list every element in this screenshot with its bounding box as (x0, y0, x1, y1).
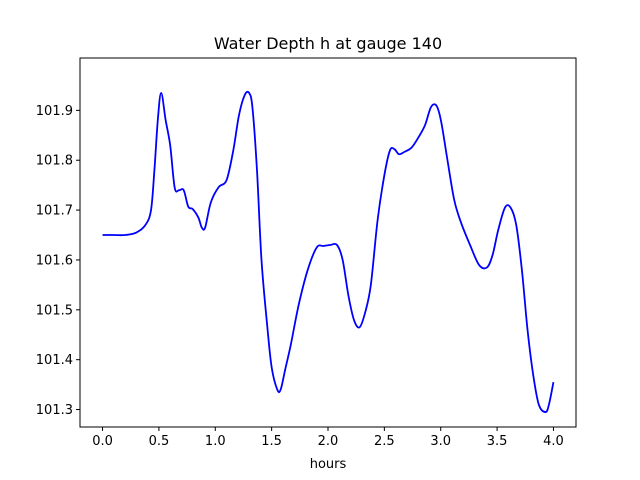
y-tick-label: 101.7 (36, 204, 73, 219)
x-axis: 0.0 0.5 1.0 1.5 2.0 2.5 3.0 3.5 4.0 (92, 427, 564, 449)
chart-title: Water Depth h at gauge 140 (214, 34, 442, 53)
x-tick-label: 3.0 (430, 434, 451, 449)
y-tick-label: 101.6 (36, 253, 73, 268)
x-axis-label: hours (310, 457, 347, 472)
y-tick-label: 101.5 (36, 303, 73, 318)
plot-area (102, 90, 555, 413)
plot-frame (79, 57, 577, 428)
x-tick-label: 2.0 (318, 434, 339, 449)
y-tick-label: 101.4 (36, 353, 73, 368)
x-tick-label: 0.5 (149, 434, 170, 449)
x-tick-label: 2.5 (374, 434, 395, 449)
x-tick-label: 1.0 (205, 434, 226, 449)
series-line-0 (102, 90, 555, 413)
y-tick-label: 101.3 (36, 403, 73, 418)
x-tick-label: 0.0 (92, 434, 113, 449)
y-tick-label: 101.9 (36, 104, 73, 119)
x-tick-label: 1.5 (261, 434, 282, 449)
x-tick-label: 3.5 (487, 434, 508, 449)
y-tick-label: 101.8 (36, 154, 73, 169)
x-tick-label: 4.0 (543, 434, 564, 449)
y-axis: 101.3 101.4 101.5 101.6 101.7 101.8 101.9 (36, 104, 80, 418)
